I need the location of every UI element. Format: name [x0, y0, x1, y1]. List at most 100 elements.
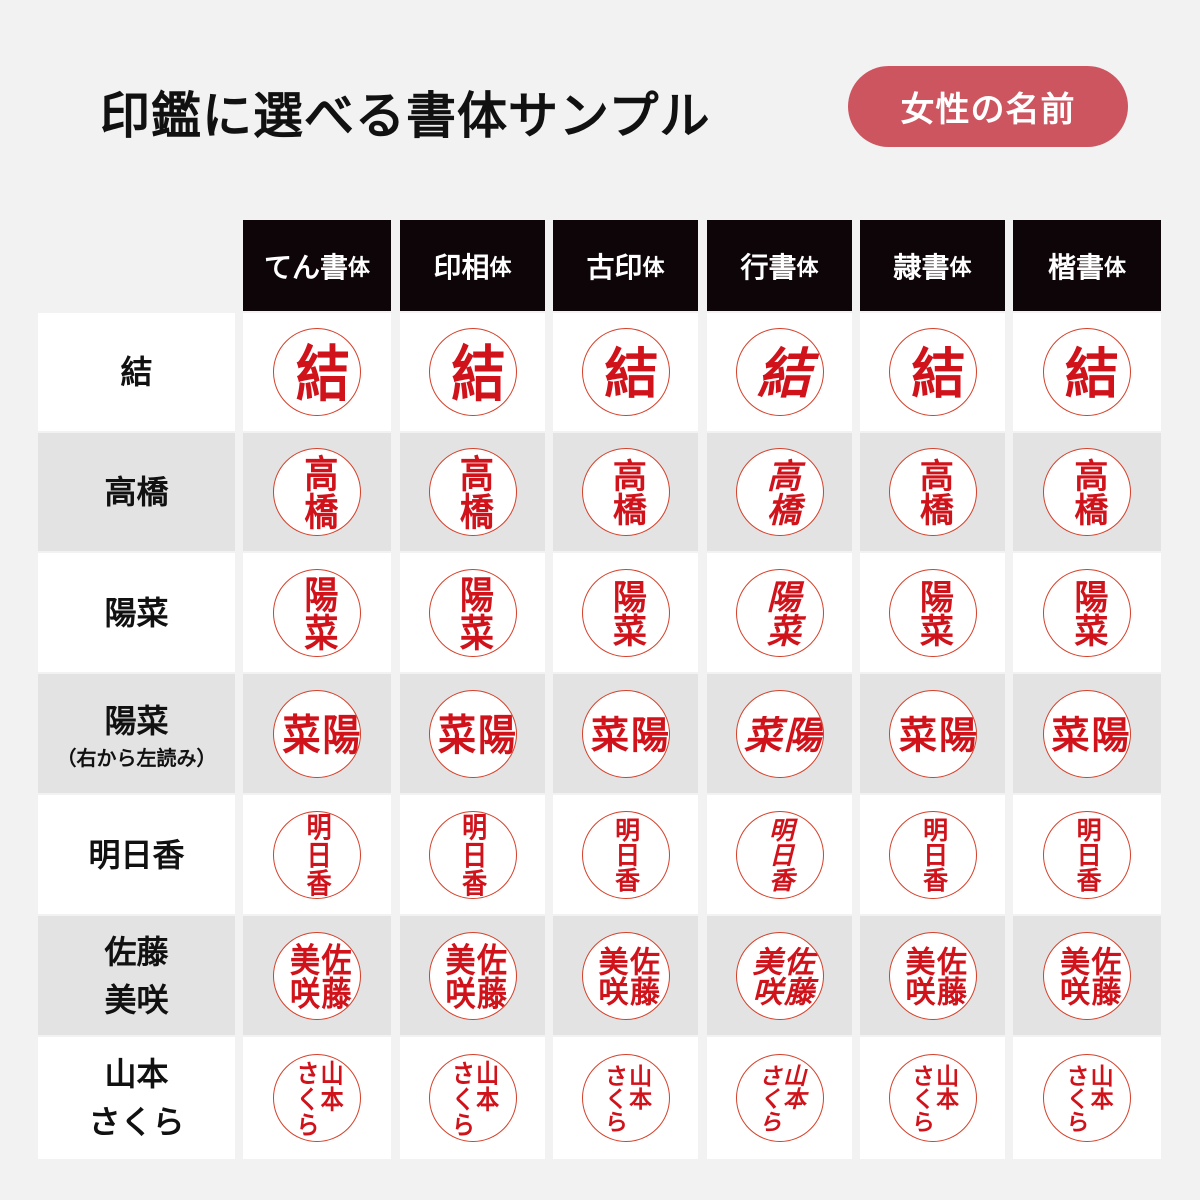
stamp-line: 陽菜	[453, 574, 494, 651]
sample-cell: 明日香	[400, 795, 545, 914]
font-header-5: 楷書体	[1013, 220, 1161, 311]
stamp-line: 陽	[777, 714, 823, 753]
font-suffix: 体	[348, 255, 371, 281]
stamp-line: 佐藤	[624, 945, 659, 1006]
stamp-line: 陽菜	[914, 578, 952, 647]
sample-cell: 陽菜	[243, 553, 391, 672]
row-label: 高橋	[38, 433, 235, 551]
name-text: 明日香	[88, 835, 185, 874]
font-name: 行書	[740, 250, 797, 284]
sample-cell: 明日香	[707, 795, 852, 914]
seal-stamp: 明日香	[273, 810, 361, 899]
stamp-line: 佐藤	[778, 945, 813, 1006]
sample-cell: 明日香	[1013, 795, 1161, 914]
seal-stamp: 結	[581, 328, 670, 416]
stamp-line: 陽	[1084, 714, 1130, 753]
stamp-line: 陽菜	[606, 578, 647, 647]
stamp-line: 菜	[584, 714, 629, 753]
sample-cell: 陽菜	[1013, 553, 1161, 672]
sample-cell: 山本 さくら	[553, 1037, 698, 1159]
font-header-1: 印相体	[400, 220, 545, 311]
stamp-line: 明日香	[919, 817, 947, 892]
row-label: 山本 さくら	[38, 1037, 235, 1159]
seal-stamp: 佐藤 美咲	[1043, 931, 1131, 1020]
reading-note: （右から左読み）	[56, 745, 217, 770]
stamp-line: 佐藤	[1085, 945, 1121, 1006]
seal-stamp: 陽菜	[1043, 689, 1131, 778]
stamp-line: 菜	[431, 712, 476, 755]
sample-cell: 陽菜	[400, 553, 545, 672]
stamp-line: 高橋	[606, 458, 647, 526]
seal-stamp: 山本 さくら	[735, 1054, 824, 1142]
seal-stamp: 明日香	[581, 810, 670, 899]
stamp-line: 美咲	[900, 945, 934, 1006]
sample-cell: 高橋	[707, 433, 852, 551]
stamp-line: 高橋	[297, 453, 338, 531]
stamp-line: 陽菜	[760, 578, 801, 647]
row-label: 明日香	[38, 795, 235, 914]
font-suffix: 体	[1104, 255, 1127, 281]
sample-cell: 佐藤 美咲	[553, 916, 698, 1035]
sample-cell: 高橋	[243, 433, 391, 551]
stamp-line: 結	[441, 341, 505, 403]
sample-cell: 結	[243, 313, 391, 431]
sample-cell: 陽菜	[860, 553, 1005, 672]
sample-cell: 佐藤 美咲	[860, 916, 1005, 1035]
stamp-line: 陽	[315, 712, 360, 755]
font-name: 楷書	[1047, 250, 1104, 284]
seal-stamp: 陽菜	[428, 689, 517, 778]
seal-stamp: 明日香	[888, 810, 977, 899]
font-suffix: 体	[489, 255, 512, 281]
stamp-line: 山本	[932, 1063, 958, 1110]
seal-stamp: 山本 さくら	[1043, 1054, 1131, 1142]
font-name: てん書	[263, 250, 348, 284]
seal-stamp: 山本 さくら	[428, 1054, 517, 1142]
seal-stamp: 結	[1043, 328, 1131, 416]
seal-stamp: 高橋	[581, 448, 670, 536]
seal-stamp: 陽菜	[888, 689, 977, 778]
seal-stamp: 陽菜	[581, 568, 670, 657]
seal-stamp: 陽菜	[735, 689, 824, 778]
name-text: 結	[120, 353, 153, 391]
sample-cell: 高橋	[400, 433, 545, 551]
sample-cell: 結	[1013, 313, 1161, 431]
seal-stamp: 佐藤 美咲	[888, 931, 977, 1020]
stamp-line: さくら	[1062, 1063, 1089, 1133]
stamp-line: 明日香	[1073, 817, 1103, 892]
seal-stamp: 陽菜	[1043, 568, 1131, 657]
stamp-line: 山本	[316, 1059, 343, 1111]
seal-stamp: 陽菜	[888, 568, 977, 657]
category-badge: 女性の名前	[848, 66, 1128, 147]
seal-stamp: 山本 さくら	[273, 1054, 361, 1142]
stamp-line: 高橋	[914, 458, 952, 526]
sample-cell: 高橋	[1013, 433, 1161, 551]
name-text: 美咲	[104, 980, 169, 1019]
stamp-line: 佐藤	[315, 941, 351, 1010]
sample-cell: 明日香	[860, 795, 1005, 914]
seal-stamp: 佐藤 美咲	[428, 931, 517, 1020]
stamp-line: 美咲	[592, 945, 628, 1006]
stamp-line: さくら	[908, 1063, 934, 1133]
stamp-line: 美咲	[746, 945, 782, 1006]
sample-cell: 陽菜	[1013, 674, 1161, 793]
stamp-line: 佐藤	[471, 941, 506, 1010]
sample-cell: 結	[707, 313, 852, 431]
font-header-2: 古印体	[553, 220, 698, 311]
stamp-line: 菜	[737, 714, 783, 753]
stamp-line: 陽菜	[1067, 578, 1108, 647]
stamp-line: 山本	[1086, 1063, 1114, 1110]
stamp-line: 山本	[471, 1059, 498, 1111]
seal-stamp: 結	[888, 328, 977, 416]
sample-cell: 結	[553, 313, 698, 431]
seal-stamp: 佐藤 美咲	[273, 931, 361, 1020]
seal-stamp: 明日香	[428, 810, 517, 899]
stamp-line: 結	[747, 345, 812, 399]
font-suffix: 体	[642, 255, 665, 281]
seal-stamp: 高橋	[888, 448, 977, 536]
sample-cell: 陽菜	[707, 553, 852, 672]
stamp-line: 明日香	[303, 812, 333, 897]
seal-stamp: 陽菜	[735, 568, 824, 657]
seal-stamp: 明日香	[1043, 810, 1131, 899]
stamp-line: 高橋	[453, 453, 494, 531]
sample-cell: 佐藤 美咲	[707, 916, 852, 1035]
